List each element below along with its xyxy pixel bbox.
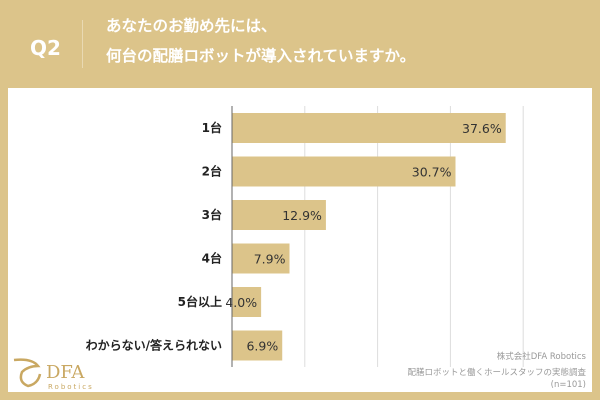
- category-label: 2台: [202, 164, 222, 179]
- logo-text: DFA: [46, 362, 85, 383]
- category-label: 5台以上: [178, 294, 222, 309]
- bar: [232, 243, 290, 274]
- category-label: 3台: [202, 207, 222, 222]
- divider: [82, 20, 83, 68]
- dfa-logo: DFA Robotics: [10, 356, 110, 392]
- bar: [232, 287, 262, 317]
- category-label: わからない/答えられない: [86, 338, 222, 353]
- bar: [232, 156, 456, 187]
- bar: [232, 330, 283, 361]
- source-sample: (n=101): [550, 380, 586, 390]
- category-label: 1台: [202, 120, 222, 135]
- logo-subtext: Robotics: [48, 383, 94, 391]
- value-label: 12.9%: [282, 208, 322, 223]
- value-label: 30.7%: [412, 165, 452, 180]
- value-label: 37.6%: [462, 121, 502, 136]
- category-label: 4台: [202, 251, 222, 266]
- question-number: Q2: [30, 36, 61, 60]
- source-company: 株式会社DFA Robotics: [496, 352, 586, 362]
- source-survey: 配膳ロボットと働くホールスタッフの実態調査: [407, 368, 586, 378]
- value-label: 6.9%: [246, 339, 278, 354]
- question-line-2: 何台の配膳ロボットが導入されていますか。: [106, 47, 416, 65]
- value-label: 4.0%: [225, 295, 257, 310]
- question-line-1: あなたのお勤め先には、: [106, 17, 277, 35]
- bar: [232, 113, 506, 143]
- value-label: 7.9%: [254, 252, 286, 267]
- bar: [232, 200, 326, 230]
